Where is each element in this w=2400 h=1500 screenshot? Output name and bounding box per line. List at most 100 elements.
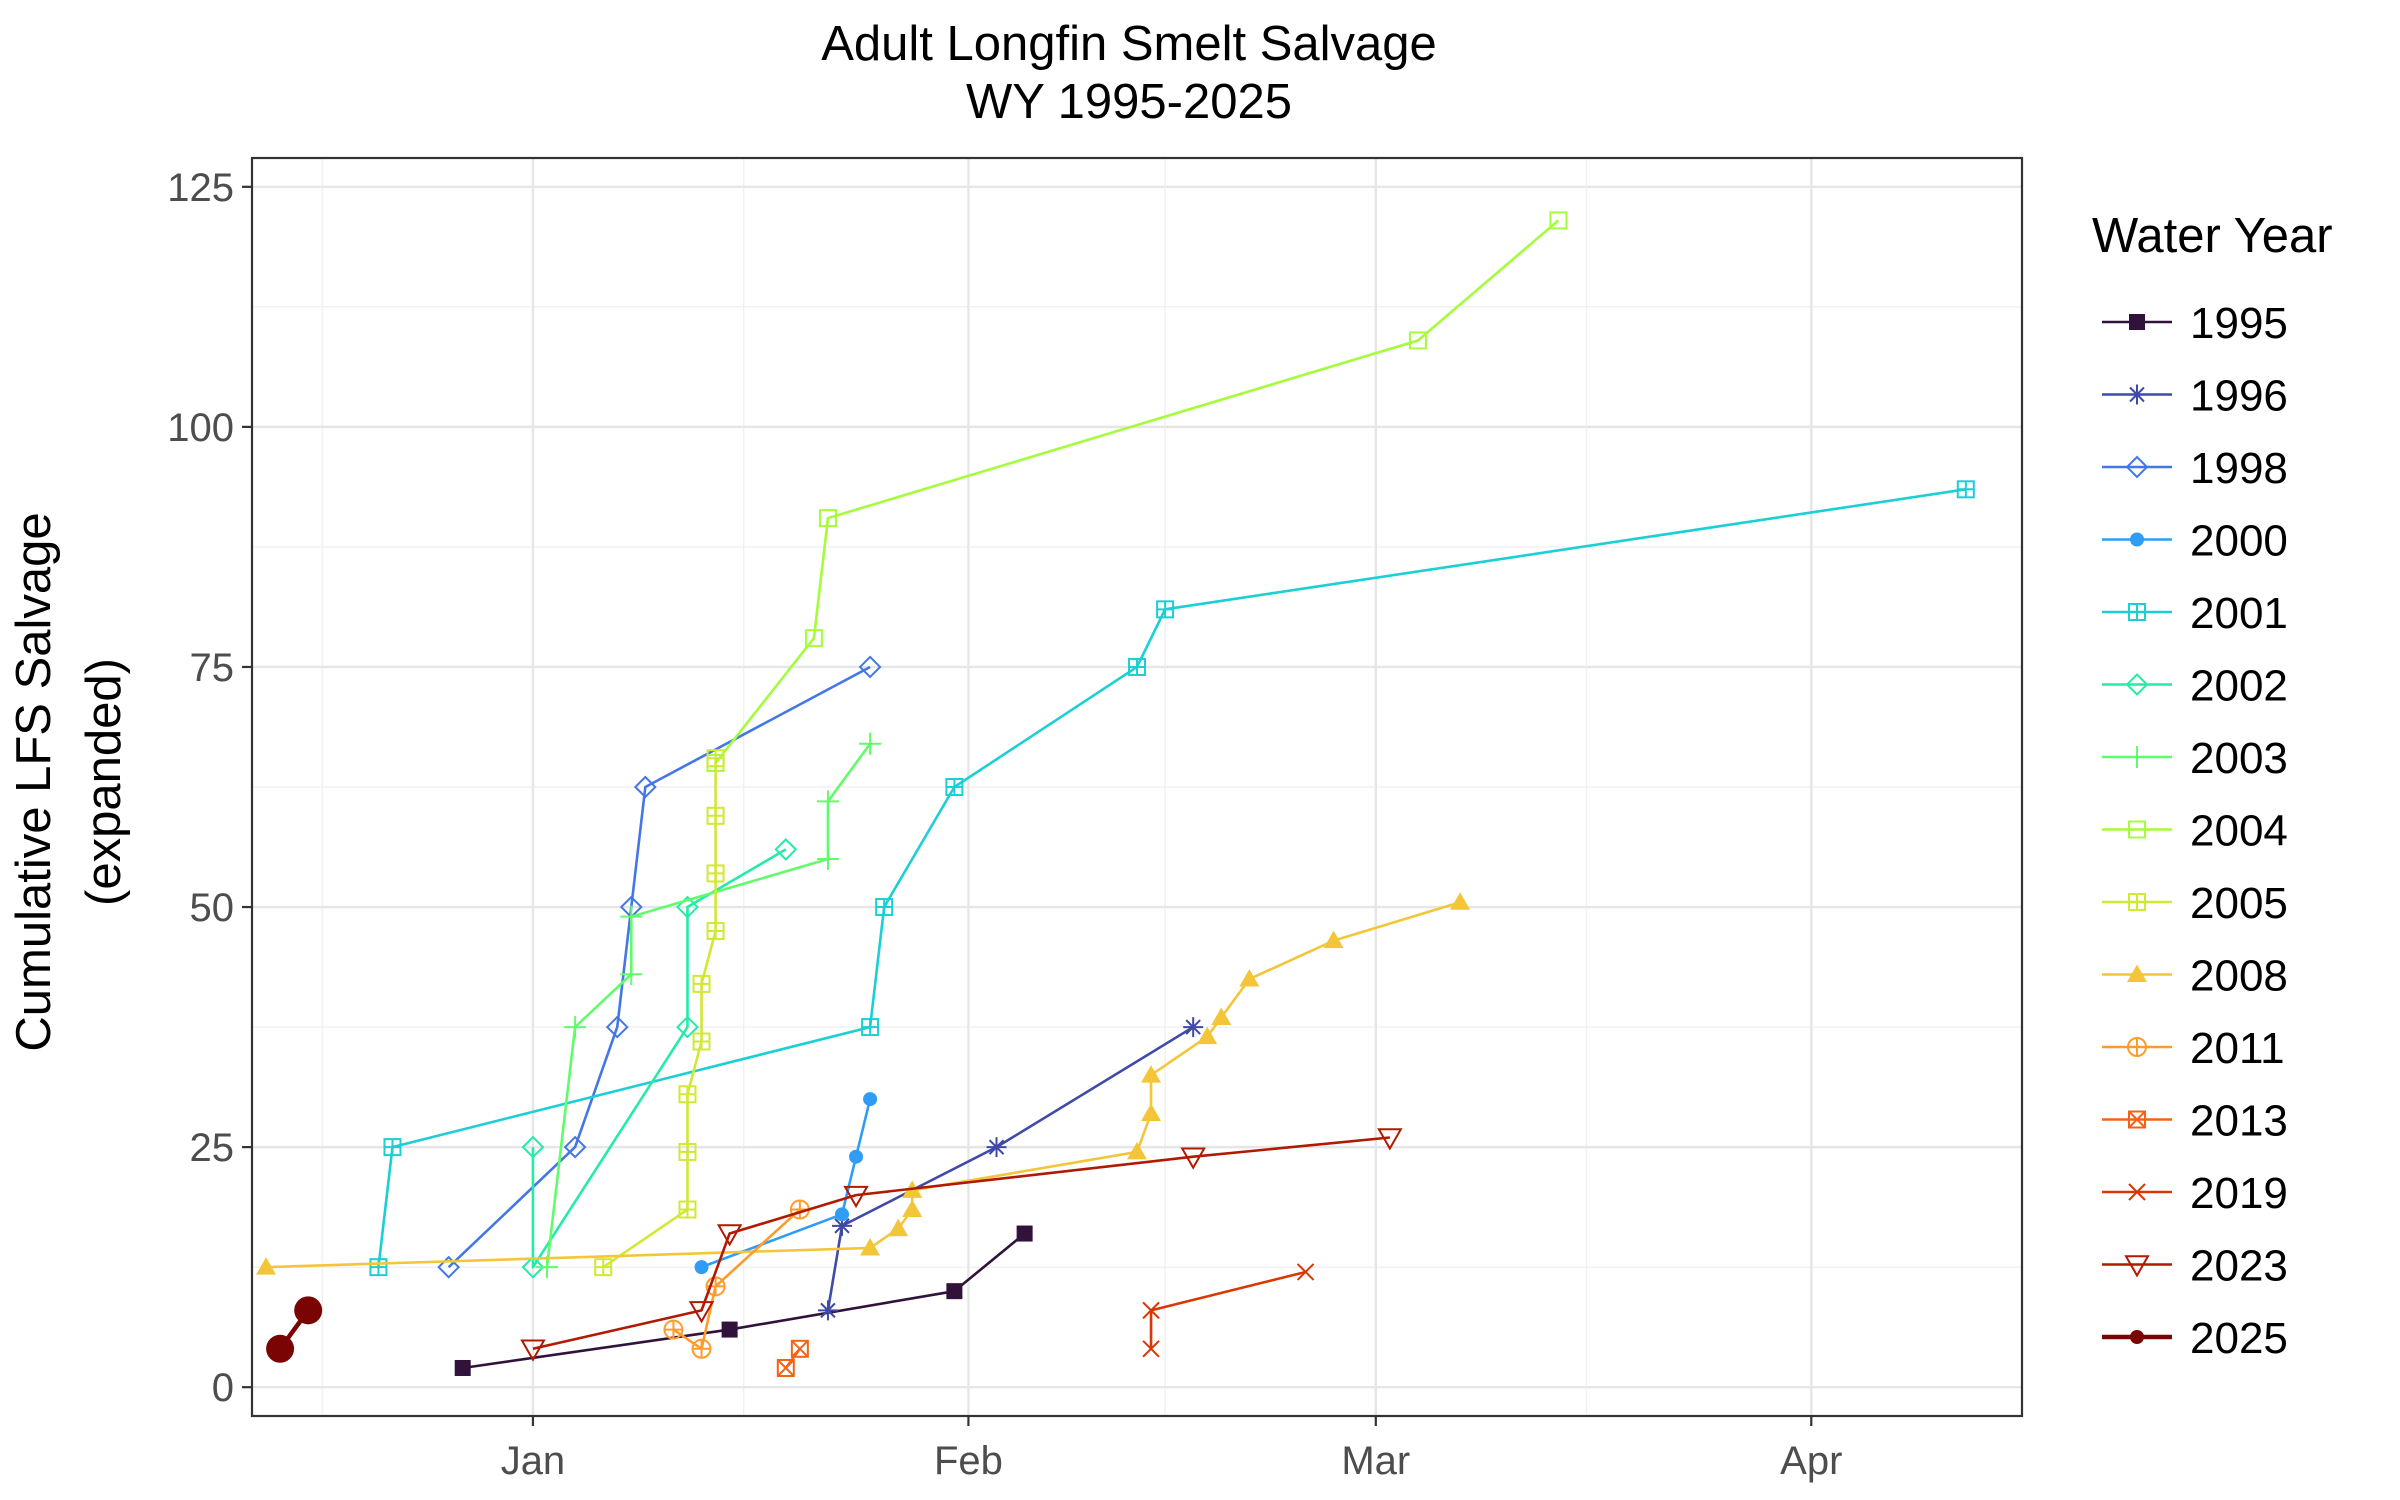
data-point-2005 <box>706 864 725 883</box>
marker-part <box>1157 601 1174 618</box>
marker-part <box>791 1340 809 1358</box>
legend-item-2019: 2019 <box>2102 1169 2288 1218</box>
data-point-2002 <box>676 895 699 919</box>
series-line-2023 <box>532 1136 1390 1351</box>
legend-item-2013: 2013 <box>2102 1097 2288 1146</box>
legend-title: Water Year <box>2092 209 2333 263</box>
marker-part <box>1957 481 1974 498</box>
series-line-1996 <box>826 1025 1194 1311</box>
marker-part <box>2129 894 2145 910</box>
data-point-2003 <box>620 963 643 986</box>
data-point-2023 <box>520 1339 546 1362</box>
legend-item-2002: 2002 <box>2102 662 2288 711</box>
legend-item-1998: 1998 <box>2102 444 2288 493</box>
data-point-2000 <box>849 1149 864 1164</box>
marker-part <box>692 1339 711 1358</box>
data-point-2001 <box>369 1258 388 1277</box>
legend-items: 1995 1996 1998 2000 2001 2002 2003 2004 2005 2008… <box>2102 299 2288 1363</box>
data-point-2001 <box>383 1138 402 1157</box>
y-tick-label: 125 <box>167 166 234 210</box>
y-tick-label: 0 <box>212 1366 234 1410</box>
legend-key-marker <box>2124 1255 2150 1278</box>
data-point-1998 <box>563 1135 587 1159</box>
legend-key-marker <box>2125 673 2149 696</box>
legend-item-2025: 2025 <box>2102 1314 2288 1363</box>
data-point-2023 <box>688 1301 715 1324</box>
legend-item-1996: 1996 <box>2102 372 2288 421</box>
marker-part <box>790 1339 809 1358</box>
data-point-1996 <box>1183 1017 1204 1038</box>
x-tick-label: Jan <box>501 1439 566 1483</box>
series-2025 <box>266 1296 323 1363</box>
data-point-2023 <box>716 1224 743 1247</box>
series-line-2011 <box>672 1208 801 1351</box>
series-2001 <box>369 480 1975 1277</box>
marker-part <box>876 899 893 916</box>
legend-label: 2000 <box>2190 517 2288 566</box>
series-2008 <box>256 892 1471 1275</box>
data-point-2001 <box>1156 600 1175 619</box>
marker-part <box>862 1019 879 1036</box>
y-axis-label-line2: (expanded) <box>77 658 131 906</box>
data-point-2008 <box>1141 1065 1162 1083</box>
legend-label: 2002 <box>2190 662 2288 711</box>
legend-label: 2025 <box>2190 1314 2288 1363</box>
series-2013 <box>776 1339 809 1377</box>
marker-part <box>679 1201 696 1218</box>
series-line-2001 <box>377 488 1967 1268</box>
data-point-2003 <box>816 790 839 813</box>
data-point-2000 <box>863 1092 878 1107</box>
y-tick-label: 50 <box>190 886 235 930</box>
y-axis: 0 25 50 75 100 125 <box>167 166 252 1410</box>
series-1995 <box>454 1225 1033 1376</box>
data-point-2003 <box>564 1016 587 1039</box>
legend-item-2004: 2004 <box>2102 807 2288 856</box>
legend-key-marker <box>2128 603 2146 621</box>
legend-label: 2011 <box>2190 1024 2285 1073</box>
data-point-2003 <box>816 848 839 871</box>
series-line-2002 <box>531 848 787 1269</box>
legend-key-marker <box>2130 532 2144 547</box>
legend-key-marker <box>2127 1037 2147 1057</box>
legend-label: 2013 <box>2190 1097 2288 1146</box>
data-point-1996 <box>986 1137 1007 1158</box>
marker-part <box>2128 1110 2146 1129</box>
data-point-2000 <box>835 1207 849 1222</box>
data-point-2000 <box>694 1260 709 1275</box>
data-point-2003 <box>536 1256 558 1279</box>
data-point-2002 <box>521 1255 545 1279</box>
marker-part <box>595 1259 612 1276</box>
data-point-2008 <box>1450 892 1471 910</box>
legend-label: 2001 <box>2190 589 2288 638</box>
legend-key-marker <box>2128 1110 2146 1129</box>
legend-label: 2023 <box>2190 1242 2288 1291</box>
data-point-2003 <box>620 905 643 928</box>
legend-key-marker <box>2125 455 2149 479</box>
x-tick-label: Feb <box>934 1439 1003 1483</box>
data-point-2005 <box>706 806 725 825</box>
series-1996 <box>817 1017 1204 1321</box>
legend-key-marker <box>2128 1183 2146 1201</box>
data-point-2005 <box>678 1142 697 1161</box>
data-point-2003 <box>859 732 882 755</box>
x-axis: Jan Feb Mar Apr <box>501 1416 1842 1483</box>
data-point-2019 <box>1142 1301 1160 1320</box>
data-point-2019 <box>1296 1263 1315 1281</box>
data-point-2008 <box>1141 1103 1162 1122</box>
legend-item-2008: 2008 <box>2102 952 2288 1001</box>
data-point-1995 <box>946 1283 963 1300</box>
marker-part <box>693 1033 710 1050</box>
data-point-2023 <box>1377 1128 1403 1151</box>
series-line-1995 <box>462 1232 1026 1370</box>
marker-part <box>707 807 724 824</box>
chart-title-line1: Adult Longfin Smelt Salvage <box>821 17 1437 71</box>
data-point-1998 <box>633 775 657 799</box>
data-point-2008 <box>860 1237 881 1256</box>
legend-key-marker <box>2128 893 2146 911</box>
data-point-2013 <box>776 1358 795 1377</box>
legend-key-marker <box>2126 746 2148 768</box>
marker-part <box>707 923 724 940</box>
data-point-2011 <box>663 1319 684 1340</box>
legend-item-2023: 2023 <box>2102 1242 2288 1291</box>
series-2000 <box>694 1092 878 1275</box>
